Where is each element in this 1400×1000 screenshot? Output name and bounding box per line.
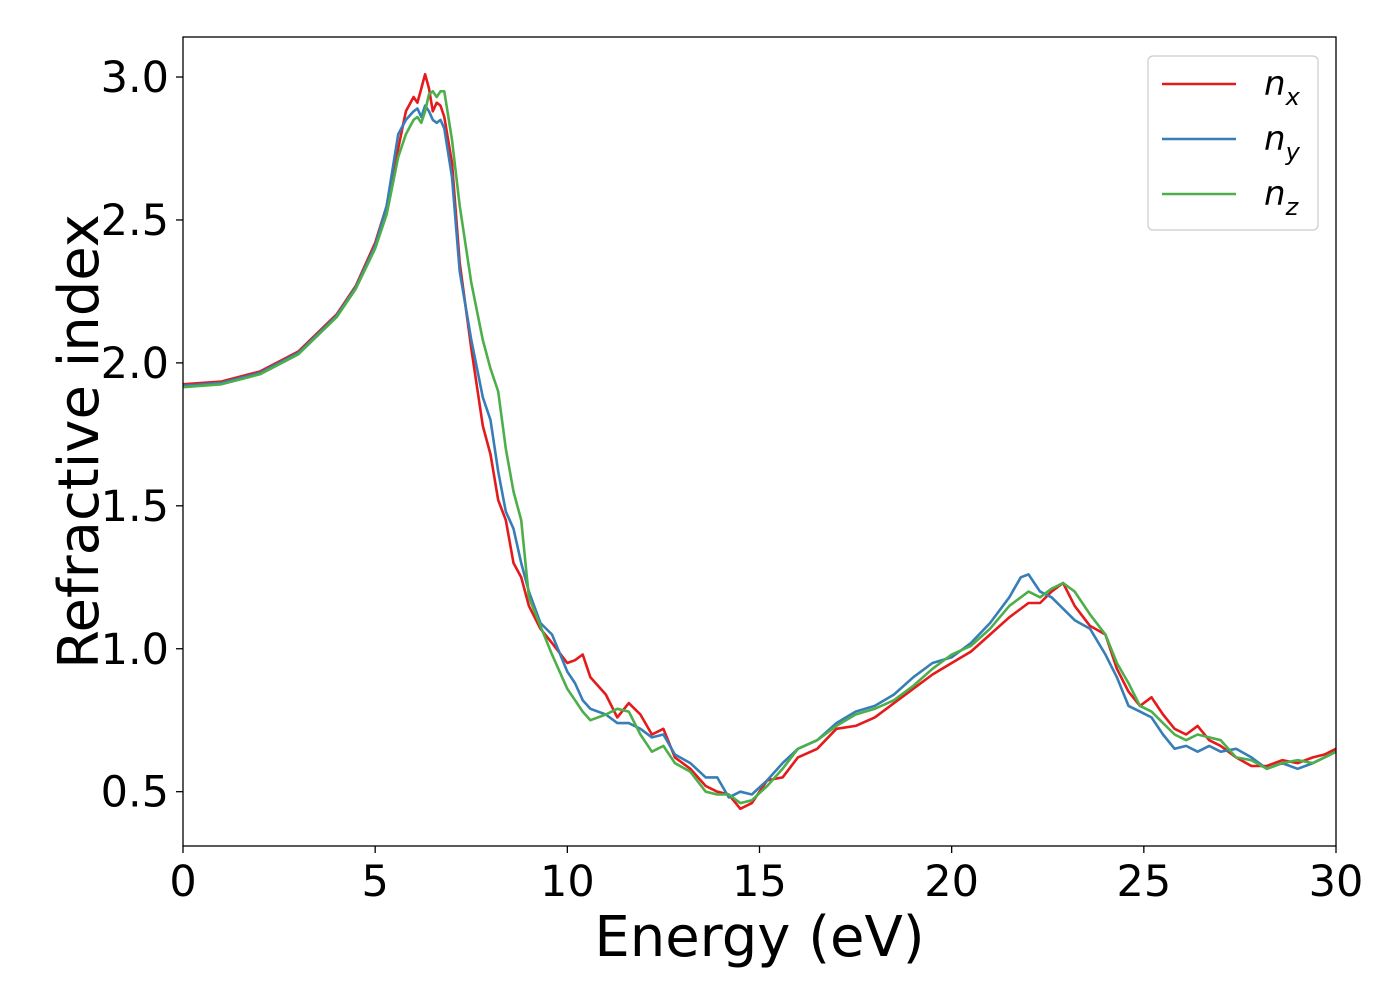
legend-label-subscript: z <box>1285 193 1300 221</box>
series-line-y <box>182 104 1337 799</box>
x-axis: 0 5 10 15 20 25 30 <box>169 846 1363 907</box>
series-line-z <box>182 90 1337 805</box>
legend-item-y: ny <box>1162 119 1301 166</box>
legend-label: nz <box>1264 174 1300 221</box>
y-tick-label: 2.0 <box>101 339 169 389</box>
legend-item-x: nx <box>1162 64 1301 111</box>
x-tick-label: 10 <box>540 857 595 907</box>
legend-label: ny <box>1264 119 1301 166</box>
legend-box <box>1147 55 1319 231</box>
y-tick-label: 1.0 <box>101 625 169 675</box>
y-axis: 0.5 1.0 1.5 2.0 2.5 3.0 <box>101 53 183 818</box>
legend-label-base: n <box>1264 64 1286 104</box>
legend-label-subscript: x <box>1285 83 1301 111</box>
x-tick-label: 15 <box>732 857 787 907</box>
y-tick-label: 0.5 <box>101 768 169 818</box>
plot-lines <box>182 72 1337 811</box>
legend-label: nx <box>1264 64 1301 111</box>
y-tick-label: 2.5 <box>101 196 169 246</box>
y-tick-label: 3.0 <box>101 53 169 103</box>
x-tick-label: 20 <box>924 857 979 907</box>
x-tick-label: 25 <box>1116 857 1171 907</box>
y-axis-title: Refractive index <box>47 214 112 669</box>
series-line-x <box>182 72 1337 811</box>
x-tick-label: 30 <box>1309 857 1364 907</box>
x-axis-title: Energy (eV) <box>594 905 924 970</box>
x-tick-label: 5 <box>361 857 388 907</box>
y-tick-label: 1.5 <box>101 482 169 532</box>
legend-label-base: n <box>1264 174 1286 214</box>
legend-item-z: nz <box>1162 174 1300 221</box>
x-tick-label: 0 <box>169 857 196 907</box>
legend-label-base: n <box>1264 119 1286 159</box>
legend-label-subscript: y <box>1285 138 1301 166</box>
